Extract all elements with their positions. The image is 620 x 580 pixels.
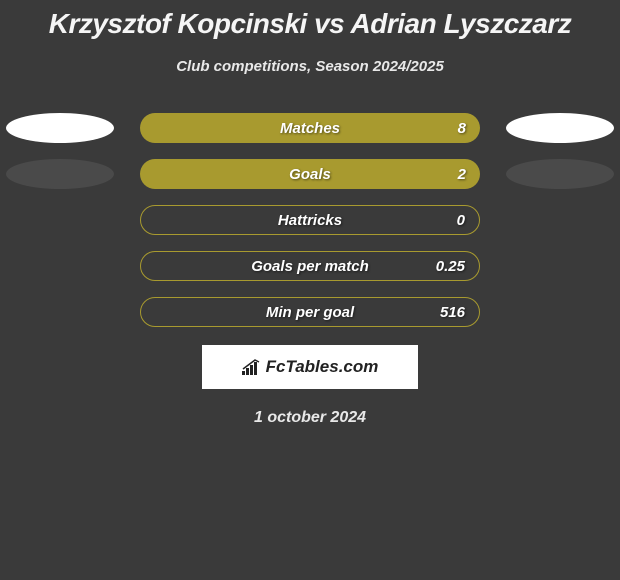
chart-area: Matches 8 Goals 2 Hattricks 0 Goals per … — [0, 113, 620, 427]
player1-ellipse — [6, 159, 114, 189]
stat-label: Min per goal — [266, 304, 354, 321]
date-text: 1 october 2024 — [0, 409, 620, 427]
subtitle: Club competitions, Season 2024/2025 — [0, 58, 620, 75]
stat-bar: Hattricks 0 — [140, 205, 480, 235]
stat-bar: Goals 2 — [140, 159, 480, 189]
stat-value: 0.25 — [436, 258, 465, 275]
logo-text: FcTables.com — [266, 357, 379, 377]
player2-ellipse — [506, 113, 614, 143]
chart-icon — [242, 359, 262, 375]
stat-row: Hattricks 0 — [0, 205, 620, 235]
stat-value: 8 — [458, 120, 466, 137]
stat-label: Hattricks — [278, 212, 342, 229]
stat-label: Goals — [289, 166, 331, 183]
chart-container: Krzysztof Kopcinski vs Adrian Lyszczarz … — [0, 0, 620, 427]
stat-value: 2 — [458, 166, 466, 183]
stat-row: Matches 8 — [0, 113, 620, 143]
stat-row: Min per goal 516 — [0, 297, 620, 327]
stat-bar: Min per goal 516 — [140, 297, 480, 327]
stat-value: 516 — [440, 304, 465, 321]
stat-row: Goals 2 — [0, 159, 620, 189]
logo-box: FcTables.com — [202, 345, 418, 389]
stat-row: Goals per match 0.25 — [0, 251, 620, 281]
stat-bar: Matches 8 — [140, 113, 480, 143]
page-title: Krzysztof Kopcinski vs Adrian Lyszczarz — [0, 8, 620, 40]
player1-ellipse — [6, 113, 114, 143]
stat-label: Goals per match — [251, 258, 369, 275]
stat-value: 0 — [457, 212, 465, 229]
stat-bar: Goals per match 0.25 — [140, 251, 480, 281]
player2-ellipse — [506, 159, 614, 189]
stat-label: Matches — [280, 120, 340, 137]
